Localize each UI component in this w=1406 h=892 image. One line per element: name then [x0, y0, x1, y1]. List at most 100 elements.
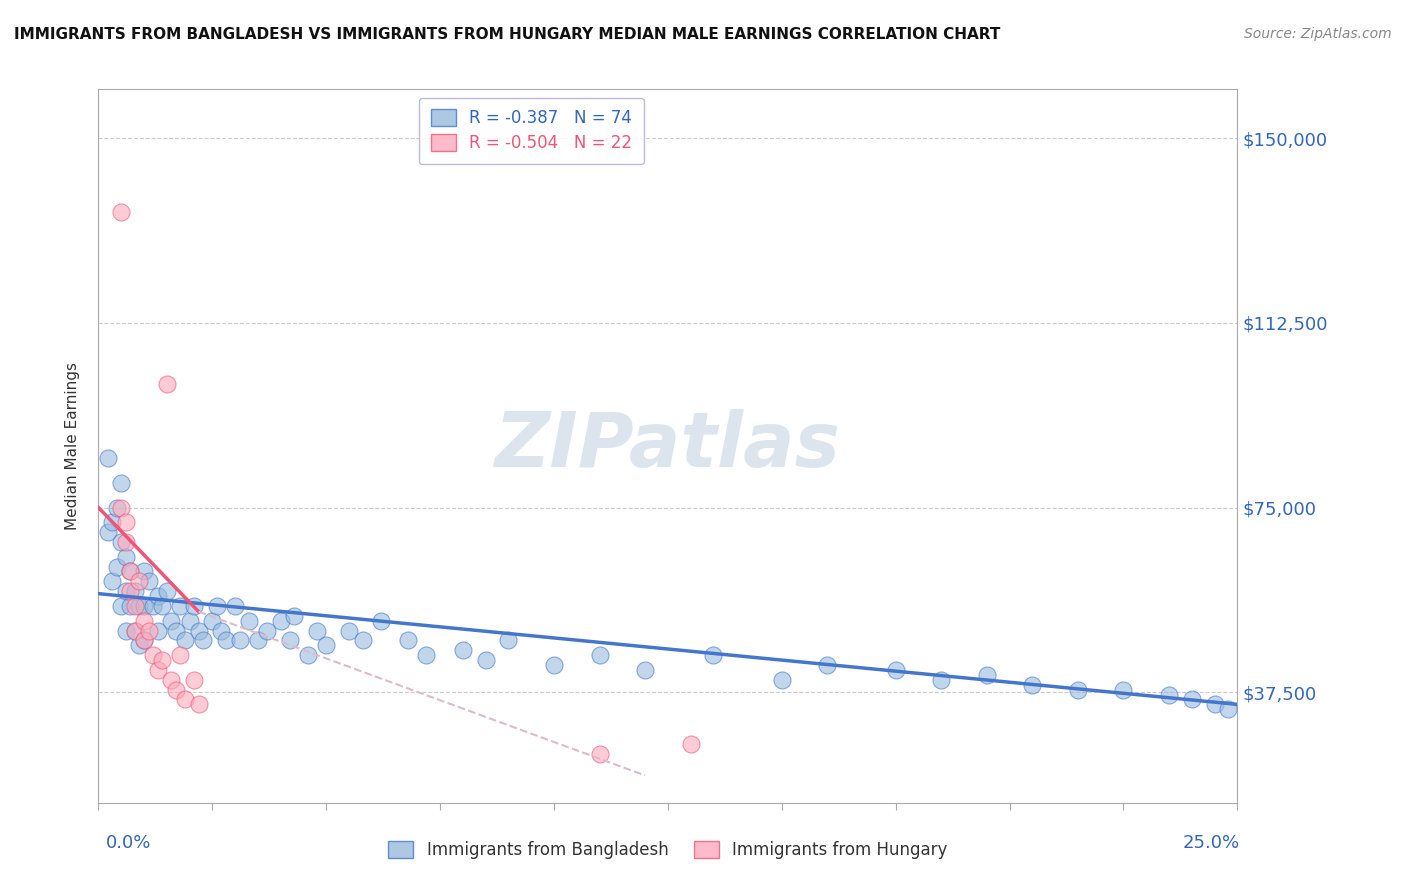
Point: [396, 633, 419, 648]
Point: [120, 599, 142, 613]
Point: [634, 663, 657, 677]
Point: [205, 599, 228, 613]
Point: [105, 559, 128, 574]
Point: [770, 673, 793, 687]
Point: [297, 648, 319, 662]
Point: [165, 624, 187, 638]
Point: [132, 614, 155, 628]
Text: IMMIGRANTS FROM BANGLADESH VS IMMIGRANTS FROM HUNGARY MEDIAN MALE EARNINGS CORRE: IMMIGRANTS FROM BANGLADESH VS IMMIGRANTS…: [14, 27, 1001, 42]
Point: [283, 608, 305, 623]
Point: [183, 599, 205, 613]
Point: [160, 614, 183, 628]
Point: [1218, 702, 1240, 716]
Point: [128, 599, 150, 613]
Text: ZIPatlas: ZIPatlas: [495, 409, 841, 483]
Point: [238, 614, 260, 628]
Point: [124, 599, 146, 613]
Point: [160, 673, 183, 687]
Point: [337, 624, 360, 638]
Point: [1157, 688, 1180, 702]
Point: [224, 599, 246, 613]
Point: [138, 574, 160, 589]
Point: [174, 692, 197, 706]
Point: [165, 682, 187, 697]
Point: [270, 614, 292, 628]
Point: [183, 673, 205, 687]
Point: [1021, 678, 1043, 692]
Point: [120, 565, 142, 579]
Point: [1204, 698, 1226, 712]
Point: [228, 633, 250, 648]
Point: [679, 737, 702, 751]
Point: [146, 624, 169, 638]
Point: [702, 648, 724, 662]
Point: [105, 500, 128, 515]
Point: [256, 624, 278, 638]
Point: [498, 633, 520, 648]
Point: [370, 614, 392, 628]
Point: [169, 648, 191, 662]
Point: [307, 624, 329, 638]
Point: [209, 624, 232, 638]
Point: [451, 643, 474, 657]
Point: [929, 673, 952, 687]
Point: [193, 633, 215, 648]
Point: [174, 633, 197, 648]
Point: [278, 633, 301, 648]
Point: [138, 624, 160, 638]
Point: [187, 624, 209, 638]
Point: [146, 663, 169, 677]
Point: [110, 500, 132, 515]
Point: [132, 633, 155, 648]
Point: [96, 451, 118, 466]
Point: [132, 565, 155, 579]
Point: [114, 624, 136, 638]
Point: [146, 589, 169, 603]
Y-axis label: Median Male Earnings: Median Male Earnings: [65, 362, 80, 530]
Point: [179, 614, 201, 628]
Point: [120, 565, 142, 579]
Point: [114, 516, 136, 530]
Point: [110, 535, 132, 549]
Point: [156, 584, 179, 599]
Point: [96, 525, 118, 540]
Point: [142, 599, 165, 613]
Point: [976, 668, 998, 682]
Point: [124, 584, 146, 599]
Point: [110, 205, 132, 219]
Point: [187, 698, 209, 712]
Point: [474, 653, 496, 667]
Point: [128, 638, 150, 652]
Point: [150, 599, 173, 613]
Point: [120, 584, 142, 599]
Point: [815, 658, 838, 673]
Text: 25.0%: 25.0%: [1182, 834, 1240, 852]
Point: [156, 377, 179, 392]
Point: [588, 648, 610, 662]
Point: [124, 624, 146, 638]
Point: [1067, 682, 1090, 697]
Point: [215, 633, 238, 648]
Point: [132, 633, 155, 648]
Point: [884, 663, 907, 677]
Point: [246, 633, 269, 648]
Point: [150, 653, 173, 667]
Point: [1112, 682, 1135, 697]
Point: [124, 624, 146, 638]
Text: 0.0%: 0.0%: [105, 834, 150, 852]
Point: [201, 614, 224, 628]
Point: [101, 516, 124, 530]
Point: [169, 599, 191, 613]
Point: [110, 599, 132, 613]
Point: [352, 633, 374, 648]
Point: [101, 574, 124, 589]
Point: [114, 535, 136, 549]
Legend: Immigrants from Bangladesh, Immigrants from Hungary: Immigrants from Bangladesh, Immigrants f…: [382, 834, 953, 866]
Point: [1181, 692, 1204, 706]
Point: [114, 549, 136, 564]
Point: [315, 638, 337, 652]
Point: [588, 747, 610, 761]
Point: [543, 658, 565, 673]
Point: [128, 574, 150, 589]
Point: [132, 599, 155, 613]
